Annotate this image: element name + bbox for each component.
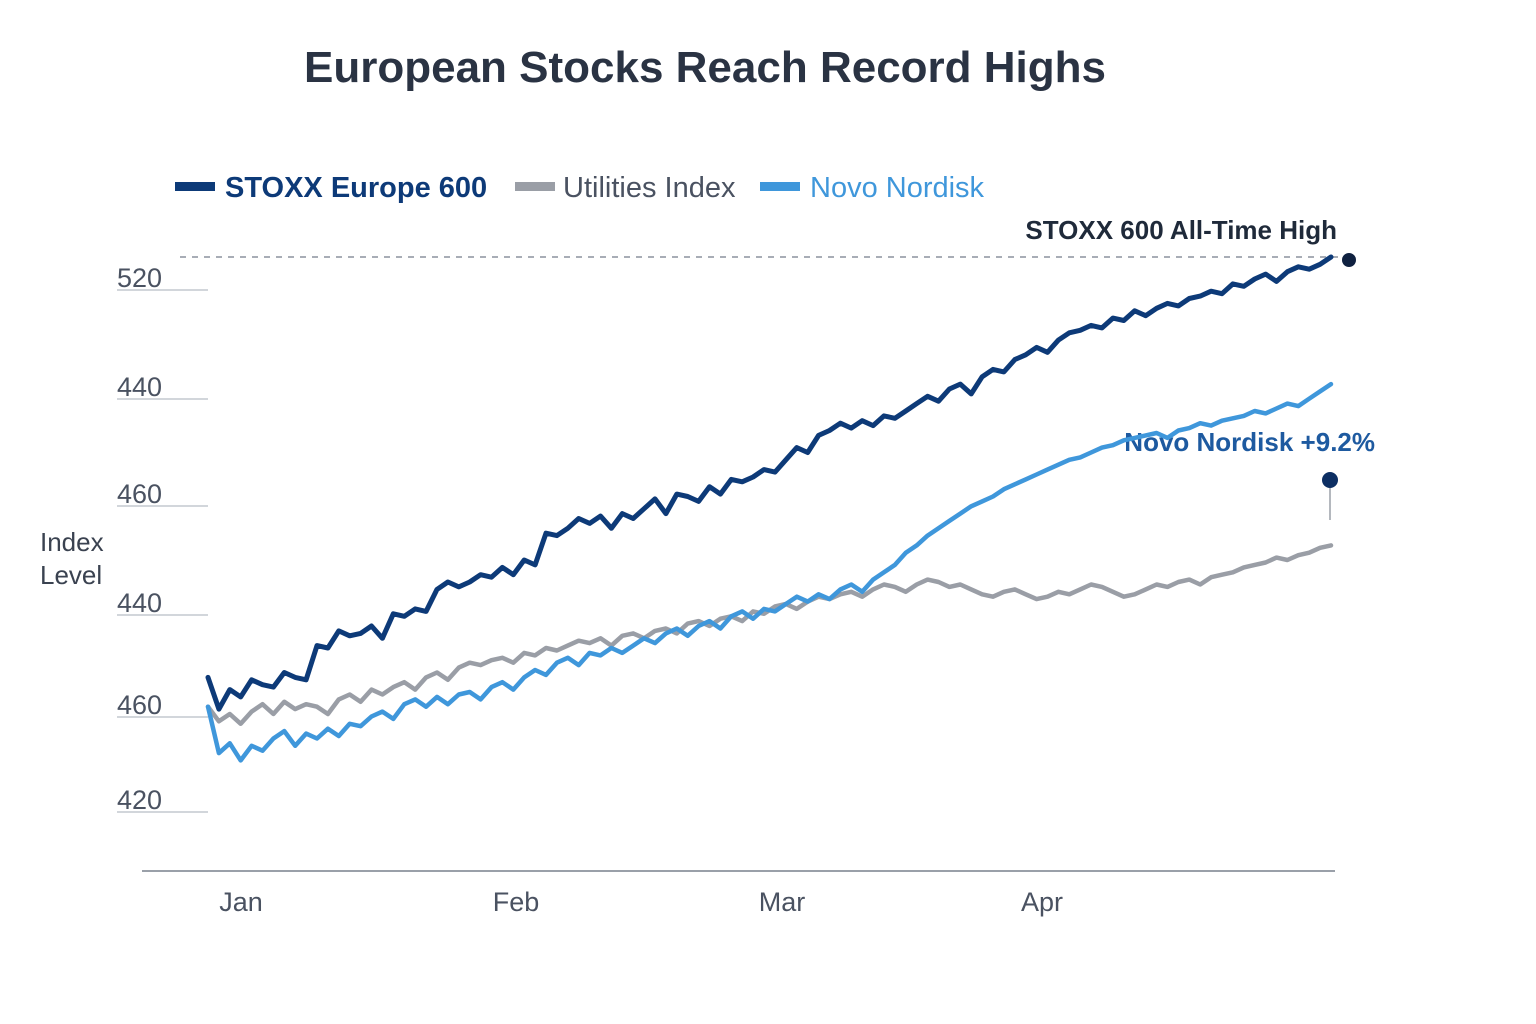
series-line-stoxx — [205, 254, 1334, 712]
legend-label-stoxx: STOXX Europe 600 — [225, 172, 487, 204]
y-tick-label: 420 — [117, 785, 162, 815]
legend-swatch-novo — [760, 182, 800, 191]
endpoint-markers — [1322, 253, 1356, 520]
y-tick-label: 460 — [117, 479, 162, 509]
y-tick-label: 460 — [117, 690, 162, 720]
all-time-high-marker — [1342, 253, 1356, 267]
legend-label-novo: Novo Nordisk — [810, 172, 985, 204]
novo-nordisk-marker — [1322, 472, 1338, 488]
x-tick-label: Mar — [759, 887, 806, 917]
annotation-all-time-high: STOXX 600 All-Time High — [1025, 215, 1337, 245]
chart-title: European Stocks Reach Record Highs — [304, 43, 1106, 92]
series-lines — [205, 254, 1334, 763]
y-axis-label: Index Level — [40, 527, 111, 590]
legend-swatch-stoxx — [175, 182, 215, 191]
x-tick-label: Feb — [493, 887, 540, 917]
y-tick-label: 440 — [117, 588, 162, 618]
series-line-novo — [205, 381, 1334, 763]
y-axis: 520 440 460 440 460 420 — [117, 263, 208, 815]
legend-label-utilities: Utilities Index — [563, 172, 736, 204]
y-tick-label: 440 — [117, 372, 162, 402]
annotation-novo-nordisk: Novo Nordisk +9.2% — [1124, 427, 1375, 457]
x-tick-label: Jan — [219, 887, 263, 917]
y-tick-label: 520 — [117, 263, 162, 293]
x-tick-label: Apr — [1021, 887, 1063, 917]
legend-swatch-utilities — [515, 182, 555, 191]
legend: STOXX Europe 600 Utilities Index Novo No… — [175, 172, 985, 204]
x-axis: Jan Feb Mar Apr — [219, 887, 1063, 917]
y-axis-label-line-2: Level — [40, 560, 102, 590]
y-axis-label-line-1: Index — [40, 527, 104, 557]
